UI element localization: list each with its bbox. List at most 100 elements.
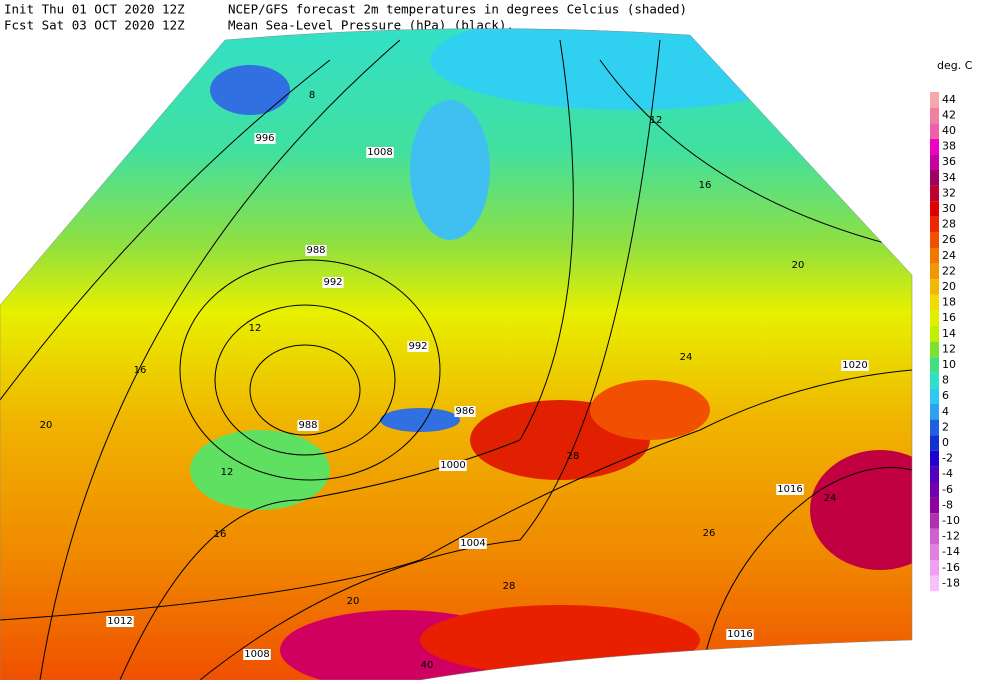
legend-swatch: [930, 170, 939, 186]
map-label: 16: [134, 365, 147, 376]
label-bg: [439, 460, 467, 471]
legend: 4442403836343230282624222018161412108642…: [930, 92, 960, 592]
map-label: 28: [503, 581, 516, 592]
legend-swatch: [930, 404, 939, 420]
iceland-cold: [210, 65, 290, 115]
legend-swatch: [930, 326, 939, 342]
legend-label: 22: [942, 264, 956, 277]
legend-label: 26: [942, 233, 956, 246]
legend-label: 28: [942, 218, 956, 231]
legend-swatch: [930, 528, 939, 545]
legend-label: 32: [942, 186, 956, 199]
label-bg: [454, 406, 476, 417]
legend-swatch: [930, 154, 939, 170]
map-label: 12: [249, 323, 262, 334]
legend-swatch: [930, 357, 939, 373]
legend-swatch: [930, 216, 939, 233]
legend-label: 42: [942, 108, 956, 121]
label-bg: [322, 277, 344, 288]
map-label: 16: [699, 180, 712, 191]
map-label: 26: [703, 528, 716, 539]
map-label: 1008: [367, 147, 392, 158]
map-label: 1004: [460, 538, 485, 549]
map-label: 988: [298, 420, 317, 431]
map-label: 986: [455, 406, 474, 417]
label-bg: [243, 649, 271, 660]
legend-title: deg. C: [937, 59, 973, 72]
legend-swatch: [930, 279, 939, 295]
map-label: 40: [421, 660, 434, 671]
legend-label: 30: [942, 202, 956, 215]
map-label: 20: [40, 420, 53, 431]
label-bg: [407, 341, 429, 352]
map-label: 1020: [842, 360, 867, 371]
middle-east-warm: [810, 450, 912, 570]
init-time: Init Thu 01 OCT 2020 12Z: [4, 2, 185, 17]
legend-label: 10: [942, 358, 956, 371]
legend-label: 8: [942, 374, 949, 387]
legend-label: 14: [942, 327, 956, 340]
legend-label: 6: [942, 389, 949, 402]
legend-swatch: [930, 560, 939, 576]
label-bg: [305, 245, 327, 256]
map-label: 20: [347, 596, 360, 607]
legend-label: 36: [942, 155, 956, 168]
label-bg: [366, 147, 394, 158]
map-label: 24: [824, 493, 837, 504]
map-label: 20: [792, 260, 805, 271]
map-label: 16: [214, 529, 227, 540]
label-bg: [297, 420, 319, 431]
legend-label: 4: [942, 405, 949, 418]
legend-swatch: [930, 435, 939, 451]
legend-swatch: [930, 123, 939, 139]
map-label: 24: [680, 352, 693, 363]
legend-label: 20: [942, 280, 956, 293]
black-sea-warm: [590, 380, 710, 440]
map-label: 992: [323, 277, 342, 288]
legend-label: 34: [942, 171, 956, 184]
map-label: 1000: [440, 460, 465, 471]
legend-label: -10: [942, 514, 960, 527]
legend-swatch: [930, 575, 939, 592]
scandinavia-cold: [410, 100, 490, 240]
map-label: 992: [408, 341, 427, 352]
legend-swatch: [930, 388, 939, 404]
legend-label: 12: [942, 342, 956, 355]
map-label: 1016: [727, 629, 752, 640]
label-bg: [106, 616, 134, 627]
legend-label: -18: [942, 576, 960, 589]
legend-label: 24: [942, 249, 956, 262]
label-bg: [776, 484, 804, 495]
legend-swatch: [930, 544, 939, 560]
map-area: [0, 28, 912, 681]
forecast-time: Fcst Sat 03 OCT 2020 12Z: [4, 18, 185, 33]
legend-label: -14: [942, 545, 960, 558]
legend-label: 44: [942, 93, 956, 106]
legend-swatch: [930, 419, 939, 436]
map-label: 1008: [244, 649, 269, 660]
map-label: 996: [255, 133, 274, 144]
legend-swatch: [930, 372, 939, 389]
legend-swatch: [930, 450, 939, 467]
legend-swatch: [930, 341, 939, 358]
legend-label: -6: [942, 483, 953, 496]
legend-swatch: [930, 138, 939, 155]
legend-label: -16: [942, 561, 960, 574]
map-title: NCEP/GFS forecast 2m temperatures in deg…: [228, 2, 687, 17]
legend-swatch: [930, 92, 939, 108]
label-bg: [254, 133, 276, 144]
legend-swatch: [930, 466, 939, 482]
legend-swatch: [930, 294, 939, 311]
legend-swatch: [930, 201, 939, 217]
legend-label: 18: [942, 296, 956, 309]
legend-swatch: [930, 185, 939, 202]
legend-label: 38: [942, 140, 956, 153]
map-label: 988: [306, 245, 325, 256]
map-label: 28: [567, 451, 580, 462]
map-label: 8: [309, 90, 315, 101]
legend-label: 2: [942, 420, 949, 433]
legend-swatch: [930, 232, 939, 248]
legend-swatch: [930, 482, 939, 498]
